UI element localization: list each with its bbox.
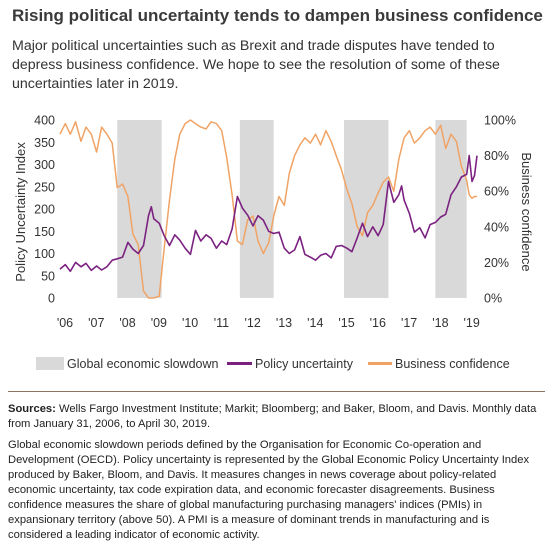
slowdown-band-4: [435, 120, 467, 298]
x-tick-label: '06: [57, 316, 73, 330]
left-tick-label: 400: [34, 114, 55, 128]
sources-text: Wells Fargo Investment Institute; Markit…: [8, 403, 537, 430]
right-tick-label: 0%: [484, 292, 502, 306]
section-divider: [8, 391, 545, 392]
chart-subtitle: Major political uncertainties such as Br…: [12, 38, 500, 92]
legend-label-business: Business confidence: [395, 357, 510, 371]
legend-label-slowdown: Global economic slowdown: [67, 357, 219, 371]
left-tick-label: 100: [34, 247, 55, 261]
right-tick-label: 60%: [484, 185, 509, 199]
x-tick-label: '12: [245, 316, 261, 330]
right-axis-ticks: 0% 20% 40% 60% 80% 100%: [484, 114, 516, 306]
left-tick-label: 350: [34, 136, 55, 150]
legend-swatch-slowdown: [36, 357, 64, 370]
slowdown-band-1: [117, 120, 162, 298]
left-axis-ticks: 0 50 100 150 200 250 300 350 400: [34, 114, 55, 306]
slowdown-bands: [117, 120, 467, 298]
series-lines: [59, 119, 478, 299]
x-axis-ticks: '06 '07 '08 '09 '10 '11 '12 '13 '14 '15 '16 '17 '18 '…: [57, 316, 480, 330]
x-tick-label: '15: [338, 316, 354, 330]
left-tick-label: 300: [34, 158, 55, 172]
chart: 0 50 100 150 200 250 300 350 400 0% 20% 40% 60% 80% 1…: [13, 114, 534, 372]
sources-note: Sources: Wells Fargo Investment Institut…: [8, 402, 546, 432]
x-tick-label: '08: [119, 316, 135, 330]
right-tick-label: 20%: [484, 256, 509, 270]
x-tick-label: '13: [276, 316, 292, 330]
methodology-note: Global economic slowdown periods defined…: [8, 439, 530, 541]
slowdown-band-2: [239, 120, 274, 298]
legend-label-policy: Policy uncertainty: [255, 357, 354, 371]
x-tick-label: '16: [370, 316, 386, 330]
right-tick-label: 80%: [484, 149, 509, 163]
chart-title: Rising political uncertainty tends to da…: [12, 6, 543, 25]
x-tick-label: '10: [182, 316, 198, 330]
policy-uncertainty-line: [59, 154, 478, 273]
sources-label: Sources:: [8, 403, 56, 415]
y-axis-label-right: Business confidence: [519, 152, 534, 271]
slowdown-band-3: [344, 120, 389, 298]
legend: Global economic slowdown Policy uncertai…: [36, 357, 510, 371]
left-tick-label: 250: [34, 180, 55, 194]
x-tick-label: '14: [307, 316, 323, 330]
left-tick-label: 150: [34, 225, 55, 239]
left-tick-label: 0: [48, 292, 55, 306]
y-axis-label-left: Policy Uncertainty Index: [13, 142, 28, 282]
x-tick-label: '09: [151, 316, 167, 330]
x-tick-label: '18: [432, 316, 448, 330]
right-tick-label: 40%: [484, 220, 509, 234]
x-tick-label: '17: [401, 316, 417, 330]
left-tick-label: 50: [41, 269, 55, 283]
x-tick-label: '11: [214, 316, 229, 330]
x-tick-label: '07: [88, 316, 104, 330]
right-tick-label: 100%: [484, 114, 516, 128]
business-confidence-line: [59, 119, 477, 299]
left-tick-label: 200: [34, 203, 55, 217]
x-tick-label: '19: [464, 316, 480, 330]
